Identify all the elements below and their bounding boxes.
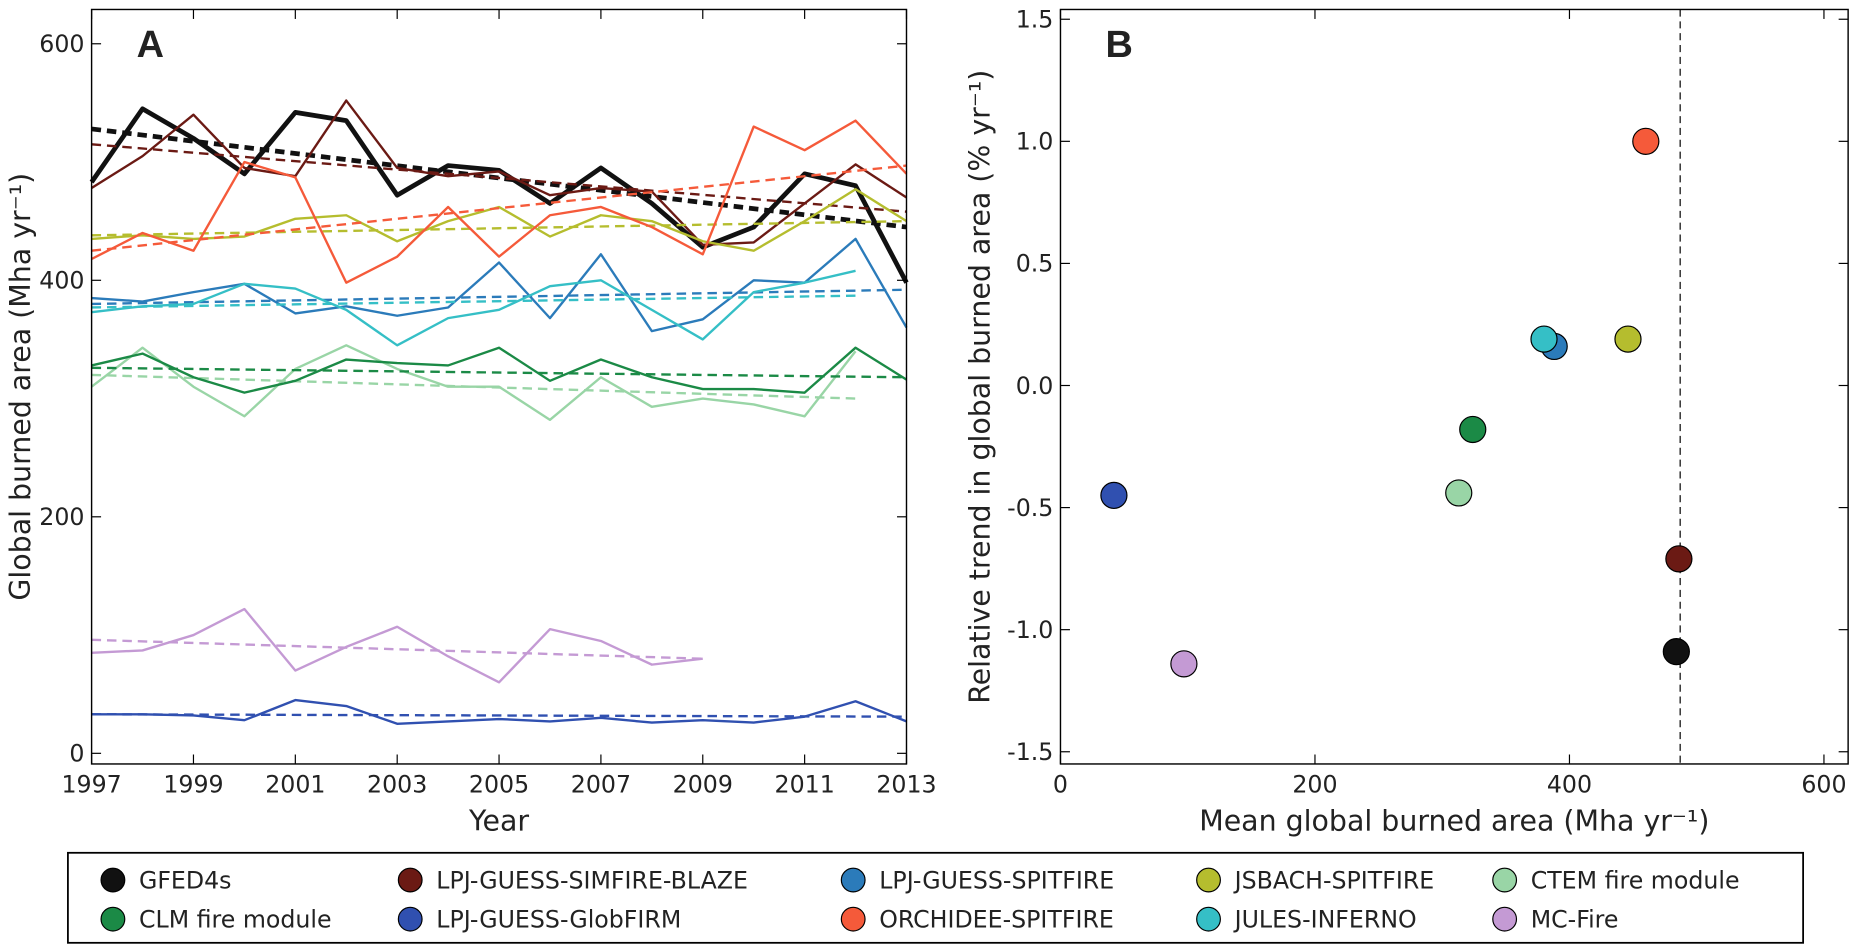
scatter-point [1614,325,1642,353]
trend-line [91,373,856,400]
x-axis-label: Year [468,804,529,837]
x-tick-label: 1997 [61,770,121,798]
legend-marker [1196,867,1221,893]
trend-line [91,219,907,237]
x-tick-label: 2009 [673,770,733,798]
scatter-point [1459,415,1487,444]
series-line [90,99,908,246]
scatter-point [1170,650,1198,678]
trend-line [91,143,907,213]
trend-line [91,366,907,379]
series-line [91,346,908,394]
x-tick-label: 2005 [469,770,529,798]
trend-line [91,713,907,718]
series-line [91,269,856,347]
series-line [91,119,908,284]
x-tick-label: 2013 [876,770,936,798]
y-tick-label: -1.0 [1007,616,1053,644]
y-tick-label: 1.0 [1016,128,1054,156]
trend-line [91,164,907,252]
legend-marker [1492,867,1518,893]
x-tick-label: 0 [1053,770,1068,798]
trend-line [91,638,703,660]
y-tick-label: -0.5 [1007,494,1053,522]
y-axis-label: Relative trend in global burned area (% … [963,70,996,704]
legend-marker [1492,906,1518,932]
y-tick-label: 200 [39,503,84,531]
legend-label: GFED4s [139,866,232,894]
trend-line [91,126,907,230]
scatter-point [1100,481,1128,509]
scatter-point [1665,545,1693,573]
legend-label: CLM fire module [139,905,332,933]
x-tick-label: 2011 [775,770,835,798]
panel-label: A [137,24,164,66]
plot-frame [1059,8,1849,765]
legend-box [67,851,1805,944]
trend-line [91,294,856,309]
y-tick-label: 0 [69,740,84,768]
y-tick-label: 0.5 [1016,250,1054,278]
legend-label: MC-Fire [1531,905,1619,933]
x-tick-label: 400 [1547,770,1592,798]
x-tick-label: 600 [1801,770,1846,798]
x-tick-label: 200 [1292,770,1337,798]
legend-label: JSBACH-SPITFIRE [1233,866,1435,894]
x-tick-label: 2007 [571,770,631,798]
legend-label: LPJ-GUESS-GlobFIRM [436,905,681,933]
legend-marker [840,867,866,893]
x-tick-label: 2001 [265,770,325,798]
x-tick-label: 1999 [163,770,223,798]
y-tick-label: -1.5 [1007,738,1053,766]
legend-marker [840,906,866,932]
y-tick-label: 400 [39,267,84,295]
legend-marker [1196,906,1221,932]
trend-line [91,288,907,306]
series-line [91,607,703,684]
scatter-point [1530,325,1558,353]
legend-marker [100,867,126,893]
legend-marker [100,906,126,932]
scatter-point [1445,479,1473,507]
series-line [90,344,857,422]
legend-marker [397,867,423,893]
legend-label: LPJ-GUESS-SIMFIRE-BLAZE [436,866,748,894]
legend-label: CTEM fire module [1531,866,1740,894]
series-line [91,237,908,333]
legend-label: JULES-INFERNO [1233,905,1417,933]
scatter-point [1632,127,1660,155]
x-axis-label: Mean global burned area (Mha yr⁻¹) [1199,804,1709,837]
panel-label: B [1105,24,1132,66]
scatter-point [1662,638,1690,666]
y-tick-label: 600 [39,30,84,58]
x-tick-label: 2003 [367,770,427,798]
legend-label: ORCHIDEE-SPITFIRE [879,905,1114,933]
y-tick-label: 1.5 [1016,6,1054,34]
legend-label: LPJ-GUESS-SPITFIRE [879,866,1114,894]
y-axis-label: Global burned area (Mha yr⁻¹) [4,173,37,601]
series-line [91,698,907,725]
legend-marker [397,906,423,932]
y-tick-label: 0.0 [1016,372,1054,400]
